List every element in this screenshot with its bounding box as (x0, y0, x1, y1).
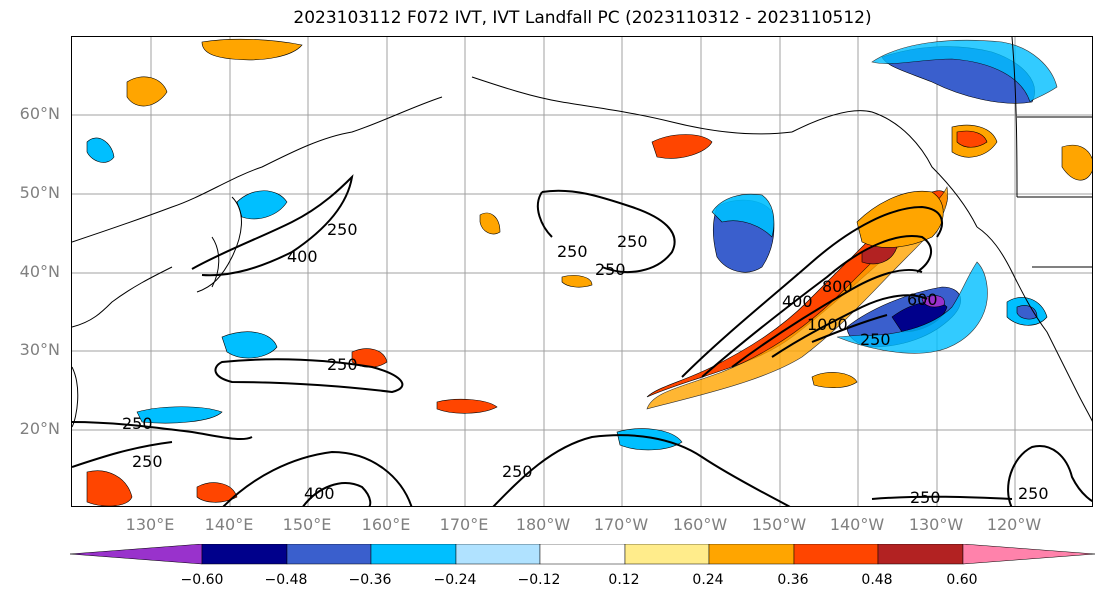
lon-label: 170°E (439, 515, 489, 534)
lon-label: 130°W (908, 515, 964, 534)
negative-blob-japan (236, 190, 288, 220)
ivt-contours (72, 174, 1092, 506)
positive-blob-sw (86, 470, 133, 506)
positive-blob-ne-2 (956, 130, 988, 148)
contour-labels: 250 400 250 250 400 250 250 400 800 1000… (122, 220, 1049, 507)
contour-label: 250 (557, 242, 588, 261)
negative-blob-mid-rim (711, 193, 775, 238)
lat-label: 20°N (19, 419, 60, 438)
lon-label: 120°W (986, 515, 1042, 534)
positive-blob-sw2 (561, 275, 593, 288)
positive-blob-nw (201, 38, 303, 61)
lon-label: 170°W (593, 515, 649, 534)
colorbar (70, 544, 1095, 565)
contour-label: 250 (617, 232, 648, 251)
map-panel: 250 400 250 250 400 250 250 400 800 1000… (71, 36, 1093, 507)
lat-label: 30°N (19, 340, 60, 359)
lon-label: 180°W (515, 515, 571, 534)
negative-blob-south (221, 331, 278, 359)
contour-label: 400 (782, 292, 813, 311)
lon-label: 160°E (361, 515, 411, 534)
positive-band-outer (646, 186, 949, 410)
contour-label: 600 (907, 290, 938, 309)
contour-label: 250 (860, 330, 891, 349)
contour-label: 250 (910, 488, 941, 507)
contour-label: 250 (327, 355, 358, 374)
lon-label: 140°E (204, 515, 254, 534)
contour-label: 250 (327, 220, 358, 239)
map-canvas: 250 400 250 250 400 250 250 400 800 1000… (72, 37, 1092, 507)
negative-blob-south-2 (136, 406, 223, 424)
contour-label: 250 (502, 462, 533, 481)
colorbar-segment (624, 544, 710, 565)
colorbar-segment (877, 544, 964, 565)
map-title: 2023103112 F072 IVT, IVT Landfall PC (20… (293, 8, 872, 28)
colorbar-segment (708, 544, 795, 565)
positive-blob-s4 (811, 372, 858, 388)
colorbar-tick: −0.12 (517, 572, 561, 588)
colorbar-segment (370, 544, 457, 565)
negative-max-east (921, 295, 945, 308)
colorbar-tick: 0.48 (861, 572, 893, 588)
negative-blob-nw (86, 137, 115, 163)
positive-north-lobe (856, 190, 944, 248)
contour-label: 400 (287, 247, 318, 266)
colorbar-tick: 0.60 (946, 572, 978, 588)
colorbar-segment (286, 544, 372, 565)
colorbar-tick: 0.24 (692, 572, 724, 588)
lon-label: 140°W (829, 515, 885, 534)
colorbar-segment (793, 544, 879, 565)
colorbar-segment (539, 544, 626, 565)
colorbar-segment (962, 544, 1095, 565)
colorbar-tick: 0.36 (777, 572, 809, 588)
colorbar-tick: −0.48 (264, 572, 308, 588)
negative-blob-north-rim (871, 39, 1058, 103)
positive-blob-nw-2 (126, 76, 168, 107)
colorbar-tick: −0.24 (433, 572, 477, 588)
lat-label: 40°N (19, 262, 60, 281)
colorbar-tick: −0.60 (180, 572, 224, 588)
contour-label: 400 (304, 484, 335, 503)
colorbar-segments (70, 544, 1095, 565)
graticule (72, 37, 1092, 506)
lat-label: 50°N (19, 183, 60, 202)
shaded-anomalies (86, 38, 1092, 506)
negative-blob-s3 (616, 428, 683, 451)
colorbar-tick: 0.12 (608, 572, 640, 588)
lon-label: 150°E (282, 515, 332, 534)
positive-blob-gulf (651, 134, 713, 159)
coastlines (72, 37, 1092, 428)
lat-label: 60°N (19, 104, 60, 123)
contour-label: 250 (132, 452, 163, 471)
lon-label: 150°W (751, 515, 807, 534)
positive-blob-s (436, 398, 498, 414)
contour-label: 1000 (807, 315, 848, 334)
contour-label: 250 (1018, 484, 1049, 503)
positive-blob-east (1061, 144, 1092, 181)
lon-label: 130°E (125, 515, 175, 534)
colorbar-segment (70, 544, 203, 565)
positive-blob-s2 (196, 482, 238, 503)
contour-label: 250 (595, 260, 626, 279)
colorbar-segment (455, 544, 541, 565)
colorbar-tick: −0.36 (348, 572, 392, 588)
colorbar-segment (201, 544, 288, 565)
negative-outer-east (836, 261, 988, 354)
contour-label: 800 (822, 277, 853, 296)
contour-label: 250 (122, 414, 153, 433)
positive-blob-mid (479, 212, 501, 235)
lon-label: 160°W (672, 515, 728, 534)
